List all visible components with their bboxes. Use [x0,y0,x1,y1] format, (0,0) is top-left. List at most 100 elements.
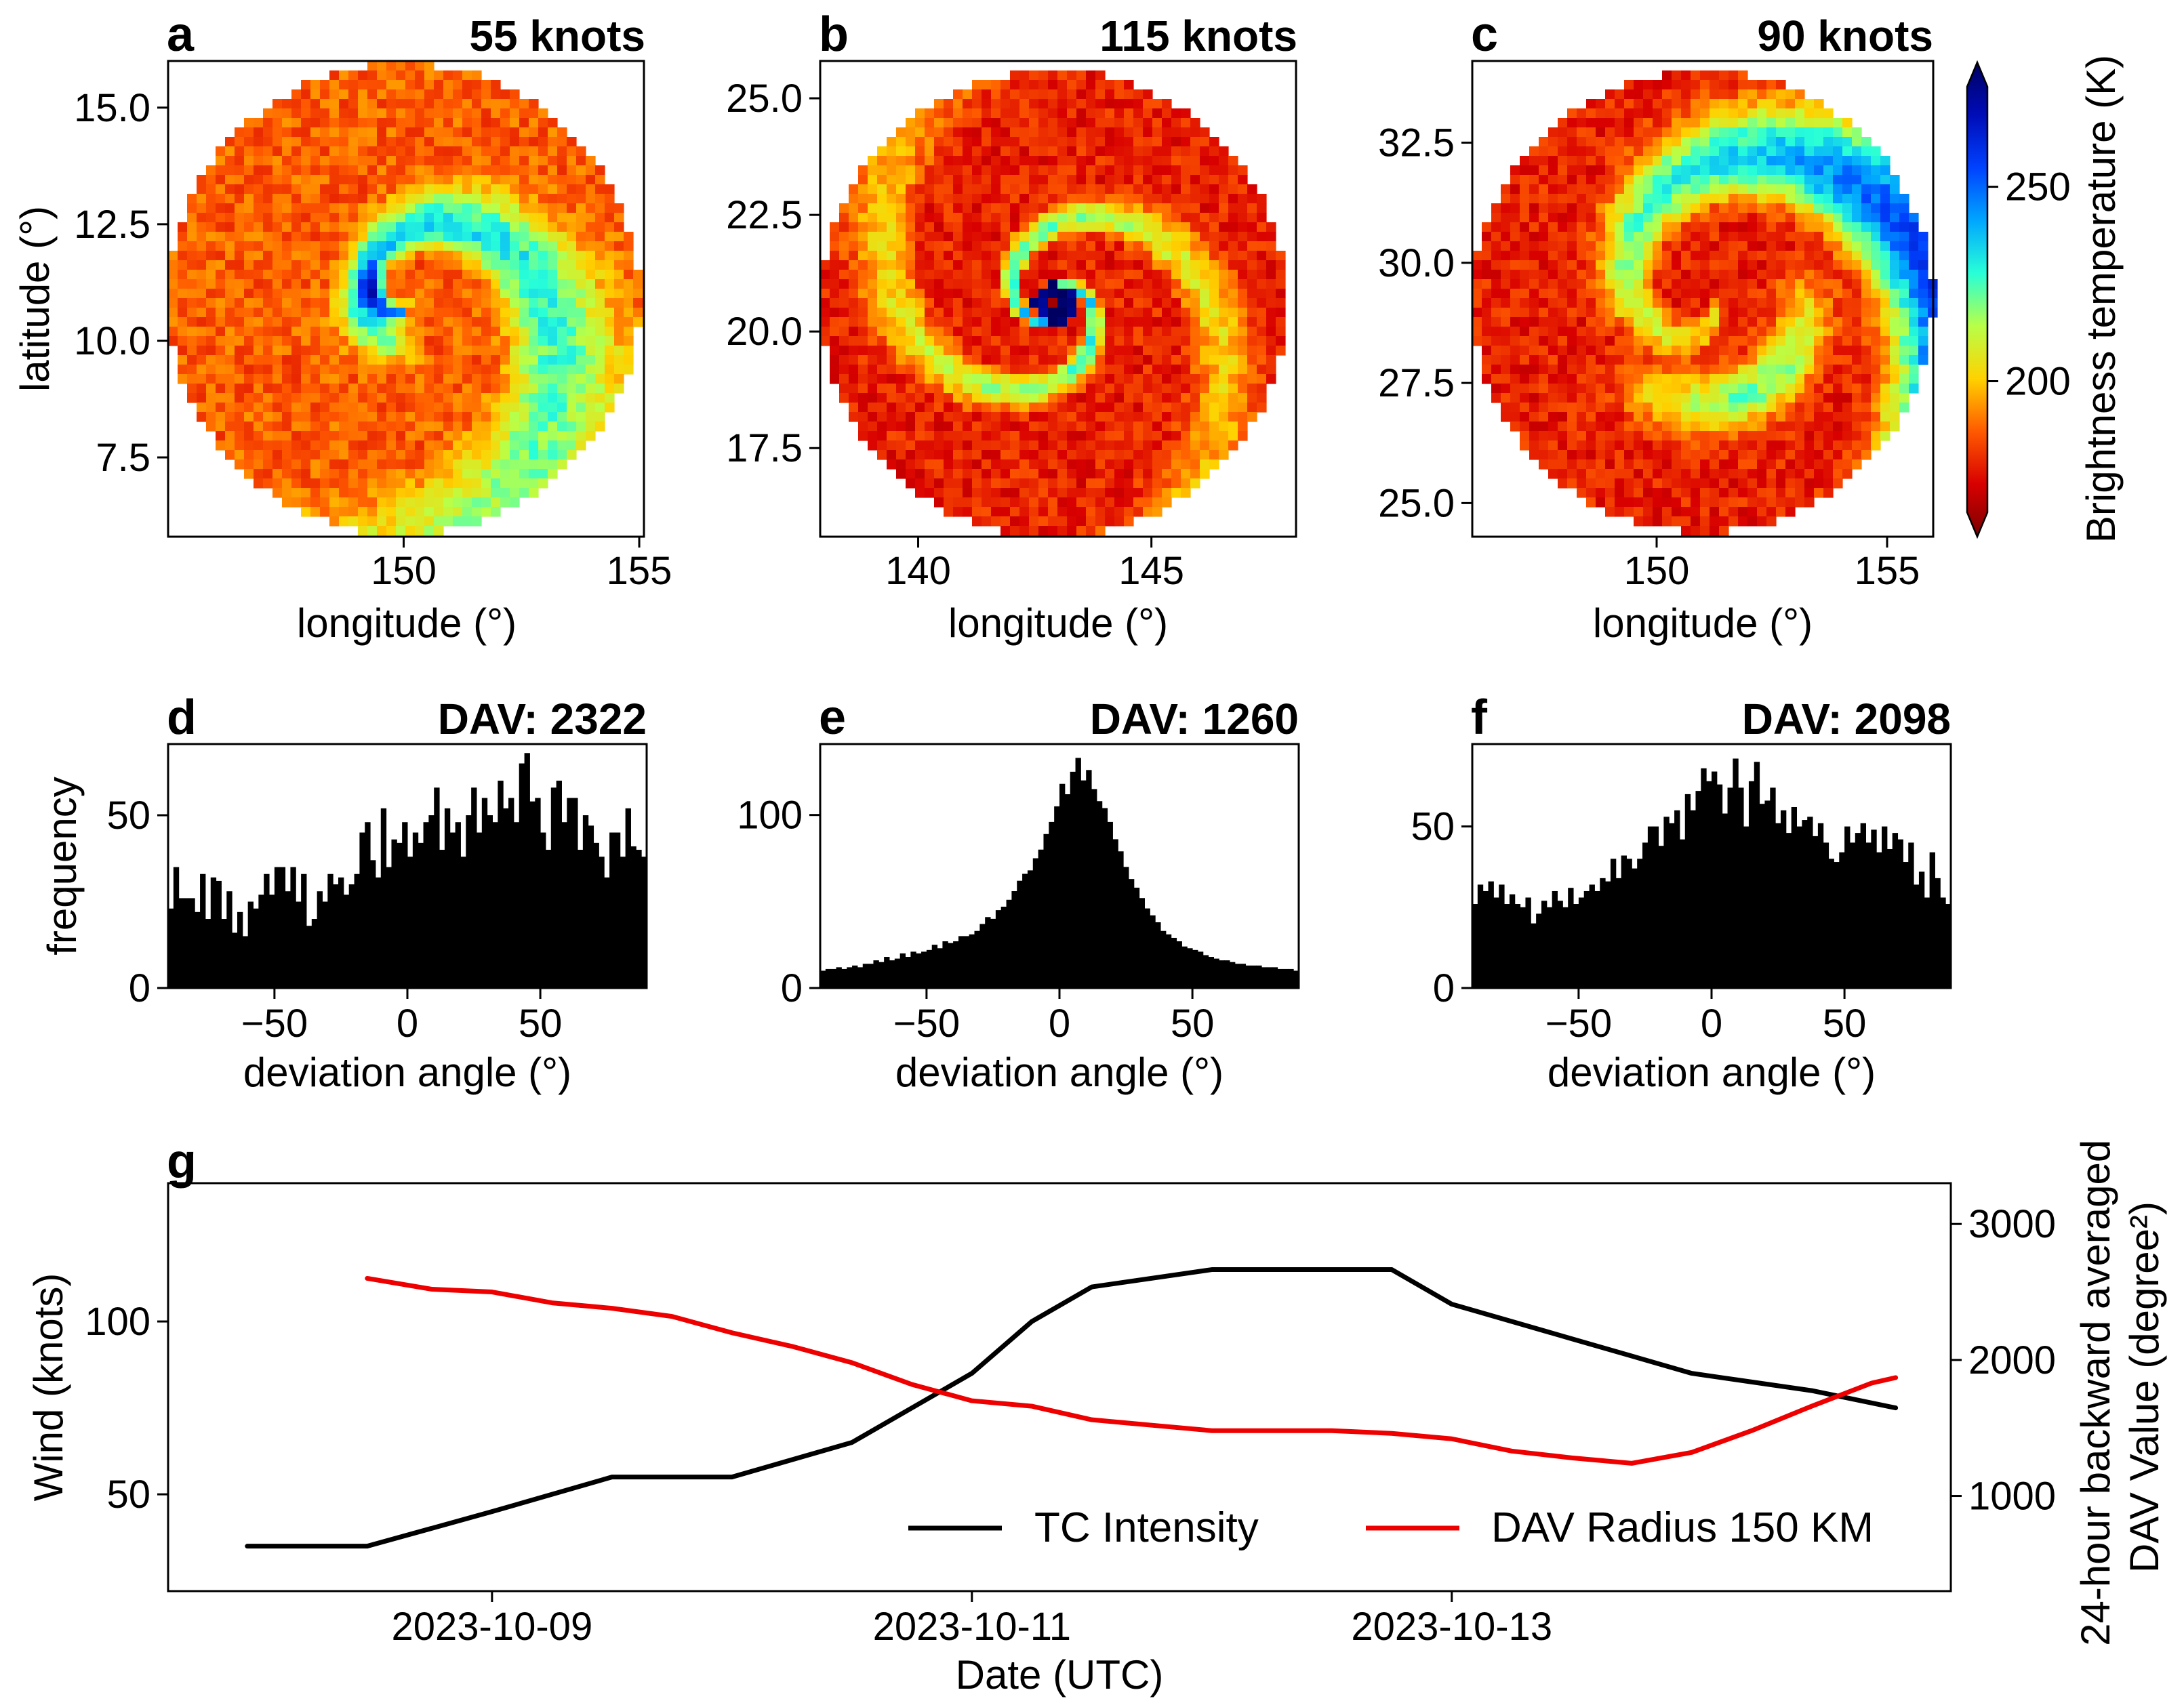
map-pixel [443,241,453,251]
map-pixel [953,184,963,194]
map-pixel [1105,478,1115,489]
map-pixel [481,308,491,318]
map-pixel [991,279,1001,289]
map-pixel [1672,279,1682,289]
map-pixel [953,165,963,176]
map-pixel [991,99,1001,109]
map-pixel [472,365,482,375]
map-pixel [1010,298,1020,308]
map-pixel [367,327,378,337]
map-pixel [187,222,197,232]
map-pixel [1852,194,1862,204]
map-pixel [329,298,340,308]
map-pixel [1038,108,1049,119]
map-pixel [216,184,226,194]
map-pixel [510,317,520,327]
map-pixel [510,137,520,147]
map-pixel [405,497,416,508]
map-pixel [944,374,954,384]
map-pixel [1000,241,1011,251]
map-pixel [472,440,482,451]
map-pixel [491,431,501,441]
map-pixel [415,270,425,280]
map-pixel [1105,289,1115,299]
map-pixel [1890,270,1900,280]
map-pixel [538,450,548,460]
map-pixel [1067,289,1077,299]
map-pixel [1010,497,1020,508]
map-pixel [1076,222,1087,232]
map-pixel [358,203,368,213]
map-pixel [1548,222,1558,232]
map-pixel [1076,137,1087,147]
map-pixel [982,146,992,157]
map-pixel [1823,184,1834,194]
map-pixel [1019,137,1030,147]
map-pixel [1209,279,1219,289]
map-pixel [453,450,463,460]
map-pixel [329,118,340,128]
map-pixel [1171,327,1181,337]
map-pixel [1143,327,1153,337]
map-pixel [557,279,567,289]
map-pixel [1219,289,1229,299]
map-pixel [244,412,254,422]
map-pixel [462,488,472,498]
map-pixel [858,298,868,308]
map-pixel [1757,108,1767,119]
map-pixel [557,336,567,346]
map-pixel [254,146,264,157]
map-pixel [1162,488,1172,498]
map-pixel [1190,251,1200,261]
map-pixel [1076,203,1087,213]
map-pixel [282,127,292,138]
map-pixel [1577,279,1587,289]
map-pixel [367,497,378,508]
map-pixel [614,260,624,270]
map-pixel [301,165,311,176]
map-pixel [519,440,529,451]
map-pixel [216,336,226,346]
map-pixel [605,241,615,251]
map-pixel [982,431,992,441]
map-pixel [282,184,292,194]
map-pixel [1105,184,1115,194]
map-pixel [586,203,596,213]
map-pixel [1152,251,1162,261]
map-pixel [1266,222,1276,232]
map-pixel [877,279,887,289]
map-pixel [405,222,416,232]
map-pixel [1029,374,1039,384]
map-pixel [1171,108,1181,119]
map-pixel [1653,175,1663,185]
map-pixel [1520,232,1530,242]
map-pixel [1200,232,1210,242]
map-pixel [839,365,849,375]
map-pixel [991,289,1001,299]
map-pixel [301,279,311,289]
map-pixel [263,308,273,318]
map-pixel [1558,241,1568,251]
map-pixel [953,440,963,451]
map-pixel [358,346,368,356]
map-pixel [1491,279,1501,289]
map-pixel [254,137,264,147]
map-pixel [934,469,944,479]
map-pixel [1814,146,1824,157]
map-pixel [358,156,368,166]
map-pixel [868,440,878,451]
map-pixel [1842,137,1853,147]
map-pixel [1539,184,1549,194]
map-pixel [348,507,359,517]
map-pixel [1871,260,1881,270]
map-pixel [206,270,216,280]
map-pixel [1143,184,1153,194]
map-pixel [925,241,935,251]
map-pixel [510,213,520,223]
map-pixel [396,374,406,384]
map-pixel [263,203,273,213]
map-pixel [820,260,830,270]
map-pixel [500,194,510,204]
map-pixel [1662,232,1672,242]
map-pixel [348,374,359,384]
